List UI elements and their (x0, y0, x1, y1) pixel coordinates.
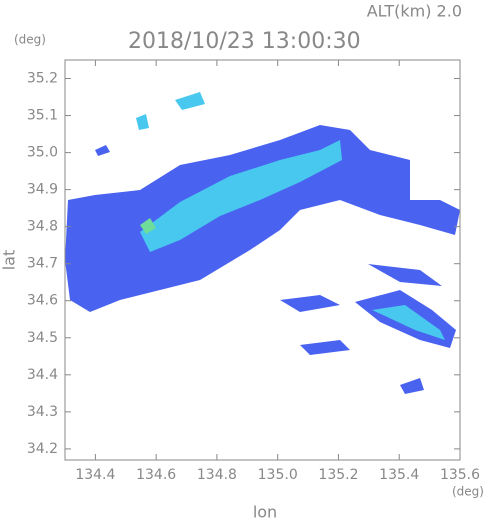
echo (280, 295, 340, 312)
x-tick-label: 135.6 (440, 467, 480, 483)
x-unit: (deg) (452, 485, 484, 499)
echo (95, 145, 110, 156)
echo (65, 125, 460, 312)
echoes (65, 92, 460, 394)
echo (400, 378, 424, 394)
y-tick-label: 34.7 (27, 256, 58, 272)
y-tick-label: 34.3 (27, 404, 58, 420)
echo (140, 140, 342, 252)
y-tick-label: 35.1 (27, 108, 58, 124)
x-tick-label: 134.6 (136, 467, 176, 483)
echo (368, 264, 442, 286)
y-tick-label: 35.2 (27, 71, 58, 87)
x-tick-label: 135.0 (258, 467, 298, 483)
y-tick-label: 35.0 (27, 145, 58, 161)
y-tick-label: 34.6 (27, 293, 58, 309)
altitude: ALT(km) 2.0 (367, 2, 462, 21)
x-tick-label: 134.8 (197, 467, 237, 483)
echo (300, 340, 350, 355)
y-tick-label: 34.2 (27, 441, 58, 457)
y-axis-label: lat (0, 250, 19, 271)
echo (175, 92, 205, 110)
echo (136, 114, 149, 130)
y-tick-label: 34.9 (27, 182, 58, 198)
plot-frame (64, 59, 461, 461)
y-tick-label: 34.8 (27, 219, 58, 235)
y-tick-label: 34.4 (27, 367, 58, 383)
x-tick-label: 135.4 (379, 467, 419, 483)
x-tick-label: 135.2 (318, 467, 358, 483)
y-unit: (deg) (14, 33, 46, 47)
echo (372, 305, 445, 340)
echo (140, 218, 156, 234)
y-tick-label: 34.5 (27, 330, 58, 346)
x-tick-label: 134.4 (75, 467, 115, 483)
x-axis-label: lon (253, 503, 277, 522)
chart-title: 2018/10/23 13:00:30 (128, 29, 361, 54)
